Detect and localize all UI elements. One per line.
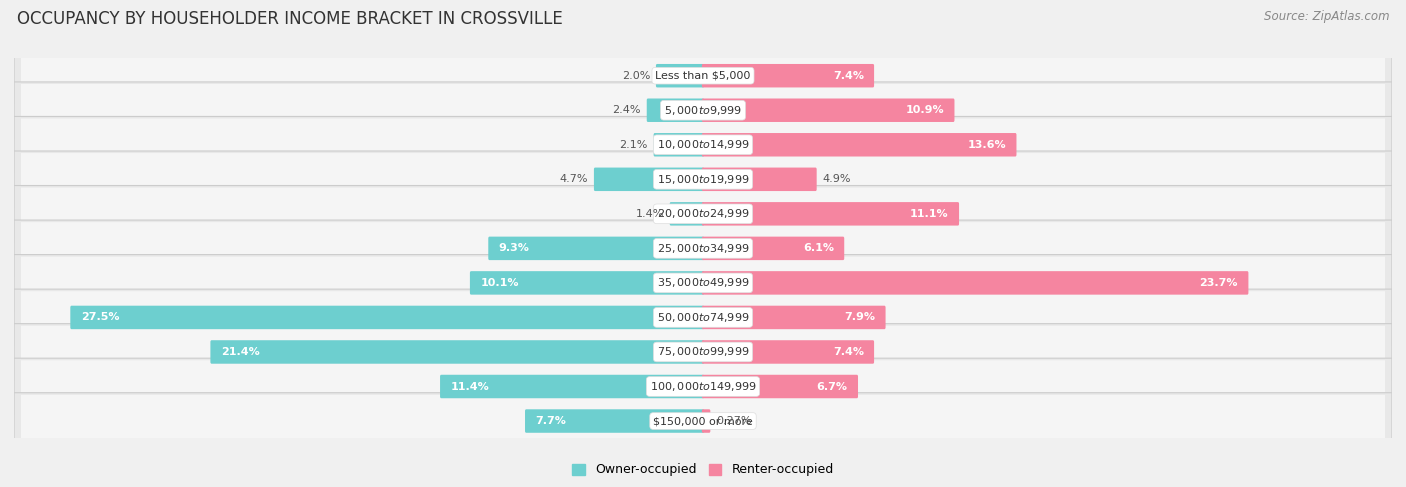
Text: 10.9%: 10.9%	[905, 105, 945, 115]
Text: 0.27%: 0.27%	[716, 416, 752, 426]
Text: 6.7%: 6.7%	[817, 381, 848, 392]
FancyBboxPatch shape	[702, 271, 1249, 295]
Text: 23.7%: 23.7%	[1199, 278, 1239, 288]
FancyBboxPatch shape	[14, 358, 1392, 415]
FancyBboxPatch shape	[669, 202, 704, 225]
FancyBboxPatch shape	[21, 222, 1385, 275]
Text: $15,000 to $19,999: $15,000 to $19,999	[657, 173, 749, 186]
Text: $35,000 to $49,999: $35,000 to $49,999	[657, 277, 749, 289]
FancyBboxPatch shape	[70, 306, 704, 329]
FancyBboxPatch shape	[14, 324, 1392, 380]
FancyBboxPatch shape	[702, 409, 710, 433]
FancyBboxPatch shape	[440, 375, 704, 398]
Text: $100,000 to $149,999: $100,000 to $149,999	[650, 380, 756, 393]
FancyBboxPatch shape	[702, 202, 959, 225]
FancyBboxPatch shape	[593, 168, 704, 191]
FancyBboxPatch shape	[21, 395, 1385, 447]
FancyBboxPatch shape	[14, 82, 1392, 139]
FancyBboxPatch shape	[21, 326, 1385, 378]
Text: 1.4%: 1.4%	[636, 209, 664, 219]
FancyBboxPatch shape	[21, 291, 1385, 344]
Text: Less than $5,000: Less than $5,000	[655, 71, 751, 81]
Text: 4.7%: 4.7%	[560, 174, 588, 184]
FancyBboxPatch shape	[211, 340, 704, 364]
Text: 27.5%: 27.5%	[80, 313, 120, 322]
FancyBboxPatch shape	[14, 255, 1392, 311]
FancyBboxPatch shape	[14, 47, 1392, 104]
FancyBboxPatch shape	[21, 153, 1385, 206]
Text: $20,000 to $24,999: $20,000 to $24,999	[657, 207, 749, 220]
Text: 11.4%: 11.4%	[450, 381, 489, 392]
Text: 7.7%: 7.7%	[536, 416, 567, 426]
FancyBboxPatch shape	[647, 98, 704, 122]
FancyBboxPatch shape	[21, 50, 1385, 102]
FancyBboxPatch shape	[21, 360, 1385, 413]
FancyBboxPatch shape	[21, 257, 1385, 309]
FancyBboxPatch shape	[702, 98, 955, 122]
FancyBboxPatch shape	[702, 306, 886, 329]
Text: $10,000 to $14,999: $10,000 to $14,999	[657, 138, 749, 151]
Text: OCCUPANCY BY HOUSEHOLDER INCOME BRACKET IN CROSSVILLE: OCCUPANCY BY HOUSEHOLDER INCOME BRACKET …	[17, 10, 562, 28]
FancyBboxPatch shape	[14, 151, 1392, 207]
FancyBboxPatch shape	[21, 118, 1385, 171]
FancyBboxPatch shape	[654, 133, 704, 156]
FancyBboxPatch shape	[14, 393, 1392, 450]
FancyBboxPatch shape	[702, 168, 817, 191]
Text: 7.4%: 7.4%	[832, 347, 863, 357]
Text: $5,000 to $9,999: $5,000 to $9,999	[664, 104, 742, 117]
Text: 21.4%: 21.4%	[221, 347, 260, 357]
Text: 2.0%: 2.0%	[621, 71, 650, 81]
Text: 6.1%: 6.1%	[803, 244, 834, 253]
FancyBboxPatch shape	[14, 186, 1392, 242]
FancyBboxPatch shape	[702, 133, 1017, 156]
Text: 11.1%: 11.1%	[910, 209, 949, 219]
FancyBboxPatch shape	[702, 340, 875, 364]
Text: $75,000 to $99,999: $75,000 to $99,999	[657, 345, 749, 358]
FancyBboxPatch shape	[657, 64, 704, 88]
Text: 7.4%: 7.4%	[832, 71, 863, 81]
FancyBboxPatch shape	[21, 84, 1385, 136]
FancyBboxPatch shape	[702, 237, 844, 260]
Text: 2.1%: 2.1%	[620, 140, 648, 150]
Text: 13.6%: 13.6%	[967, 140, 1007, 150]
Text: Source: ZipAtlas.com: Source: ZipAtlas.com	[1264, 10, 1389, 23]
Text: 2.4%: 2.4%	[613, 105, 641, 115]
Text: 10.1%: 10.1%	[481, 278, 519, 288]
FancyBboxPatch shape	[470, 271, 704, 295]
Text: 4.9%: 4.9%	[823, 174, 851, 184]
Text: $150,000 or more: $150,000 or more	[654, 416, 752, 426]
Text: $50,000 to $74,999: $50,000 to $74,999	[657, 311, 749, 324]
FancyBboxPatch shape	[14, 220, 1392, 277]
FancyBboxPatch shape	[14, 116, 1392, 173]
FancyBboxPatch shape	[488, 237, 704, 260]
FancyBboxPatch shape	[524, 409, 704, 433]
FancyBboxPatch shape	[702, 375, 858, 398]
FancyBboxPatch shape	[702, 64, 875, 88]
Text: 7.9%: 7.9%	[844, 313, 875, 322]
Text: $25,000 to $34,999: $25,000 to $34,999	[657, 242, 749, 255]
FancyBboxPatch shape	[21, 187, 1385, 240]
Legend: Owner-occupied, Renter-occupied: Owner-occupied, Renter-occupied	[568, 458, 838, 482]
Text: 9.3%: 9.3%	[499, 244, 530, 253]
FancyBboxPatch shape	[14, 289, 1392, 346]
